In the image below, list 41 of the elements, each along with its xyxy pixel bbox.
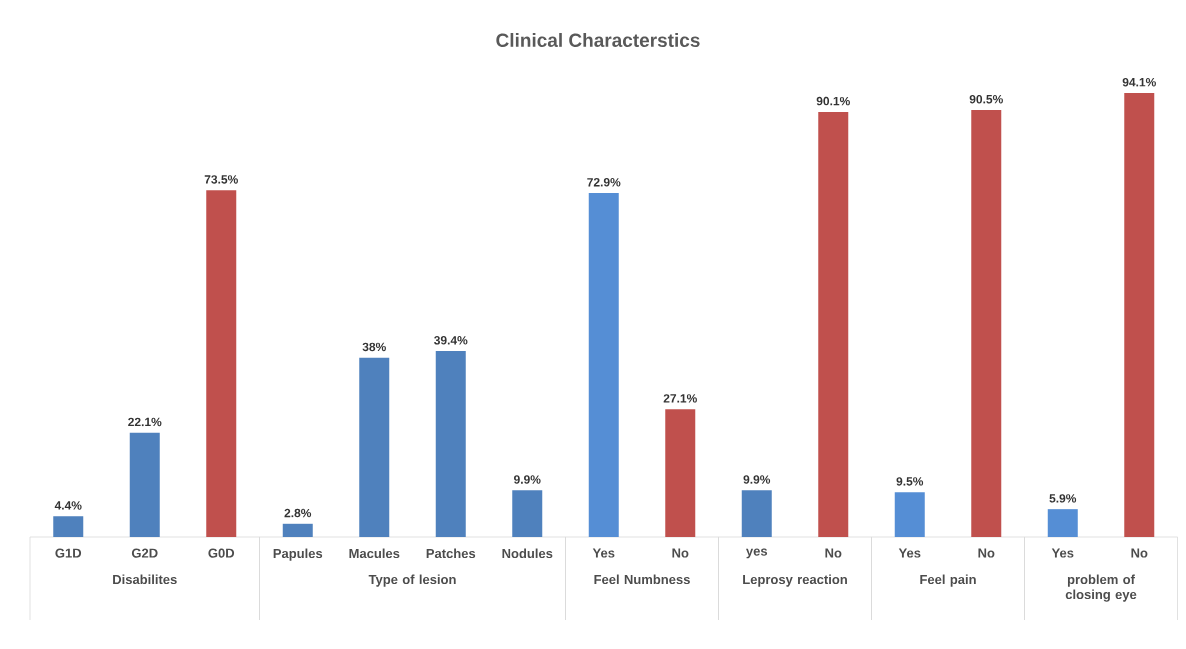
x-axis-title: Leprosy reaction bbox=[743, 574, 847, 587]
x-axis-title: Feel pain bbox=[920, 574, 976, 587]
x-axis-title: Type of lesion bbox=[368, 574, 456, 587]
data-label: 9.5% bbox=[896, 477, 924, 486]
data-label: 9.9% bbox=[743, 475, 771, 484]
x-tick-label: G2D bbox=[131, 548, 158, 558]
data-label: 2.8% bbox=[284, 508, 312, 518]
x-tick-label: G1D bbox=[55, 548, 82, 558]
x-tick-label: No bbox=[825, 548, 842, 558]
bar bbox=[512, 490, 543, 537]
x-tick-label: Papules bbox=[273, 548, 323, 561]
x-axis-title: Feel Numbness bbox=[594, 574, 690, 585]
x-axis-title: problem of closing eye bbox=[1065, 574, 1137, 602]
data-label: 5.9% bbox=[1049, 494, 1077, 503]
bar bbox=[359, 357, 390, 537]
data-label: 22.1% bbox=[128, 417, 162, 427]
data-label: 9.9% bbox=[514, 475, 541, 484]
data-label: 39.4% bbox=[434, 336, 468, 345]
x-tick-label: No bbox=[1131, 548, 1148, 558]
data-label: 90.5% bbox=[969, 94, 1003, 104]
text: Clinical Characterstics bbox=[496, 33, 700, 47]
x-axis-title: Disabilites bbox=[113, 574, 177, 585]
x-tick-label: Macules bbox=[349, 548, 400, 559]
data-label: 38% bbox=[362, 342, 386, 352]
x-tick-label: No bbox=[978, 548, 995, 558]
x-tick-label: Nodules bbox=[502, 548, 553, 559]
data-label: 72.9% bbox=[587, 178, 621, 187]
data-label: 27.1% bbox=[663, 394, 697, 403]
x-tick-label: Yes bbox=[1051, 548, 1074, 558]
bar bbox=[282, 523, 313, 537]
bar bbox=[435, 351, 466, 537]
x-tick-label: yes bbox=[746, 548, 768, 559]
x-tick-label: Yes bbox=[898, 548, 921, 558]
data-label: 94.1% bbox=[1122, 77, 1156, 87]
x-tick-label: Patches bbox=[426, 548, 476, 559]
data-label: 90.1% bbox=[816, 96, 850, 106]
data-label: 4.4% bbox=[54, 501, 82, 510]
x-tick-label: G0D bbox=[208, 548, 235, 558]
x-tick-label: No bbox=[672, 548, 689, 558]
x-tick-label: Yes bbox=[592, 548, 615, 558]
data-label: 73.5% bbox=[204, 175, 238, 184]
